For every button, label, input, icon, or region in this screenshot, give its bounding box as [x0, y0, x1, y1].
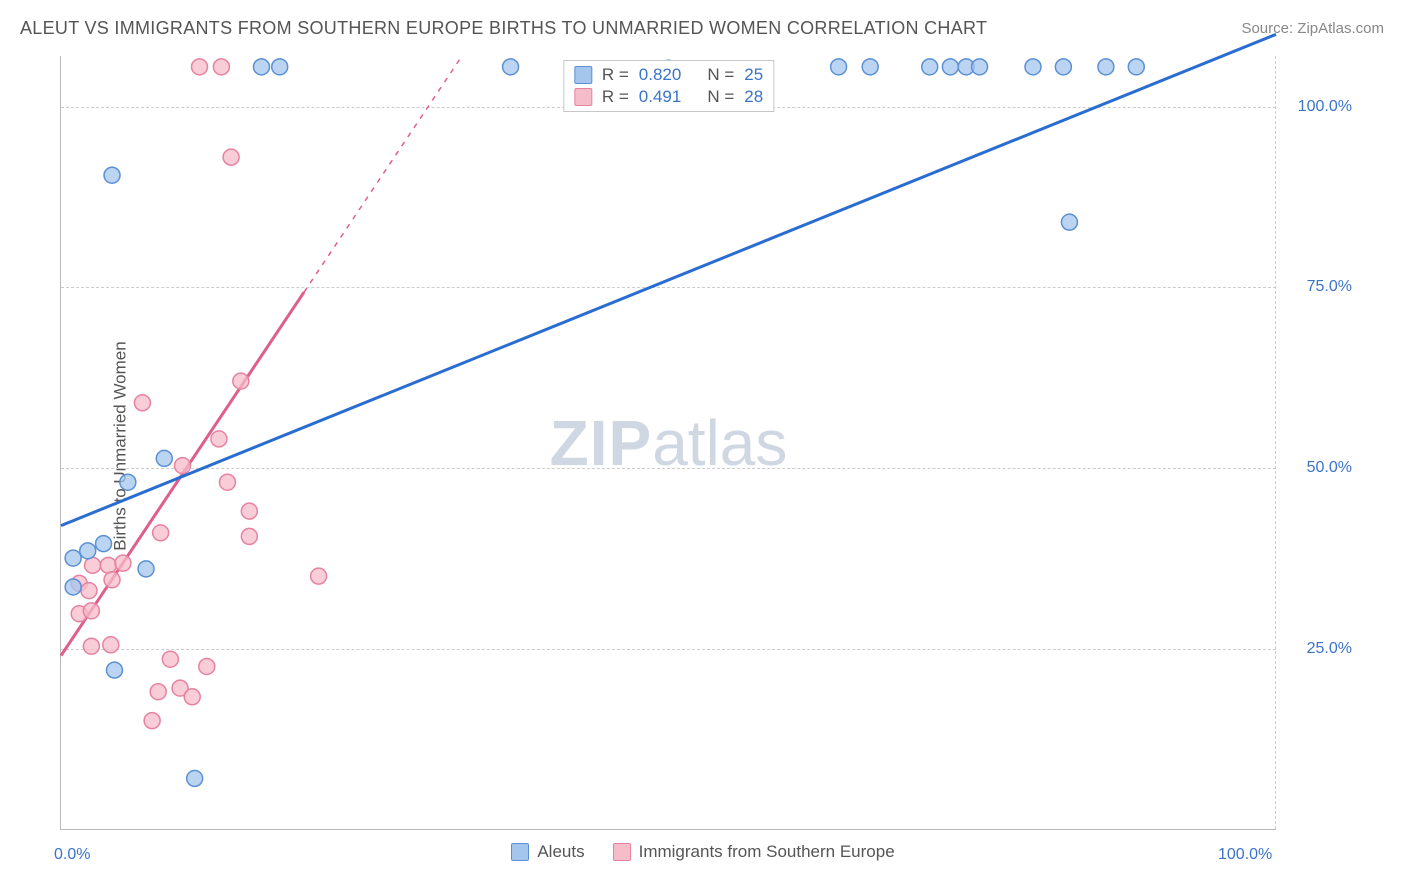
source-label: Source: ZipAtlas.com [1241, 20, 1384, 37]
r-label: R = [602, 87, 629, 107]
chart-container: ALEUT VS IMMIGRANTS FROM SOUTHERN EUROPE… [0, 0, 1406, 892]
data-point [96, 536, 112, 552]
plot-svg [61, 56, 1276, 829]
plot-area: ZIPatlas R = 0.820 N = 25 R = 0.491 N = … [60, 56, 1276, 830]
swatch-aleuts-icon [511, 843, 529, 861]
legend-label-immigrants: Immigrants from Southern Europe [639, 842, 895, 862]
data-point [942, 59, 958, 75]
data-point [211, 431, 227, 447]
r-value-immigrants: 0.491 [639, 87, 682, 107]
data-point [831, 59, 847, 75]
y-tick-label: 50.0% [1307, 459, 1352, 477]
data-point [65, 579, 81, 595]
data-point [83, 638, 99, 654]
n-value-aleuts: 25 [744, 65, 763, 85]
data-point [120, 474, 136, 490]
y-tick-label: 25.0% [1307, 640, 1352, 658]
n-value-immigrants: 28 [744, 87, 763, 107]
data-point [138, 561, 154, 577]
data-point [972, 59, 988, 75]
n-label: N = [707, 87, 734, 107]
y-tick-label: 100.0% [1298, 98, 1352, 116]
y-tick-label: 75.0% [1307, 278, 1352, 296]
swatch-aleuts-icon [574, 66, 592, 84]
data-point [134, 395, 150, 411]
r-value-aleuts: 0.820 [639, 65, 682, 85]
data-point [192, 59, 208, 75]
data-point [175, 458, 191, 474]
data-point [106, 662, 122, 678]
swatch-immigrants-icon [613, 843, 631, 861]
chart-title: ALEUT VS IMMIGRANTS FROM SOUTHERN EUROPE… [20, 18, 987, 39]
data-point [65, 550, 81, 566]
data-point [81, 583, 97, 599]
trend-line [304, 56, 462, 292]
series-legend: Aleuts Immigrants from Southern Europe [0, 842, 1406, 862]
legend-label-aleuts: Aleuts [537, 842, 584, 862]
data-point [1098, 59, 1114, 75]
data-point [199, 658, 215, 674]
data-point [115, 555, 131, 571]
data-point [104, 572, 120, 588]
data-point [80, 543, 96, 559]
n-label: N = [707, 65, 734, 85]
legend-entry-immigrants: Immigrants from Southern Europe [613, 842, 895, 862]
legend-entry-aleuts: Aleuts [511, 842, 584, 862]
data-point [253, 59, 269, 75]
data-point [1128, 59, 1144, 75]
correlation-legend: R = 0.820 N = 25 R = 0.491 N = 28 [563, 60, 774, 112]
data-point [1055, 59, 1071, 75]
data-point [104, 167, 120, 183]
data-point [241, 528, 257, 544]
data-point [162, 651, 178, 667]
r-label: R = [602, 65, 629, 85]
data-point [272, 59, 288, 75]
data-point [187, 770, 203, 786]
data-point [922, 59, 938, 75]
data-point [153, 525, 169, 541]
correlation-row-aleuts: R = 0.820 N = 25 [574, 65, 763, 85]
data-point [144, 713, 160, 729]
data-point [1061, 214, 1077, 230]
data-point [100, 557, 116, 573]
data-point [184, 689, 200, 705]
data-point [85, 557, 101, 573]
data-point [1025, 59, 1041, 75]
data-point [311, 568, 327, 584]
data-point [103, 637, 119, 653]
data-point [83, 603, 99, 619]
swatch-immigrants-icon [574, 88, 592, 106]
data-point [150, 684, 166, 700]
data-point [219, 474, 235, 490]
data-point [241, 503, 257, 519]
data-point [213, 59, 229, 75]
data-point [503, 59, 519, 75]
data-point [862, 59, 878, 75]
data-point [233, 373, 249, 389]
data-point [223, 149, 239, 165]
correlation-row-immigrants: R = 0.491 N = 28 [574, 87, 763, 107]
data-point [156, 450, 172, 466]
